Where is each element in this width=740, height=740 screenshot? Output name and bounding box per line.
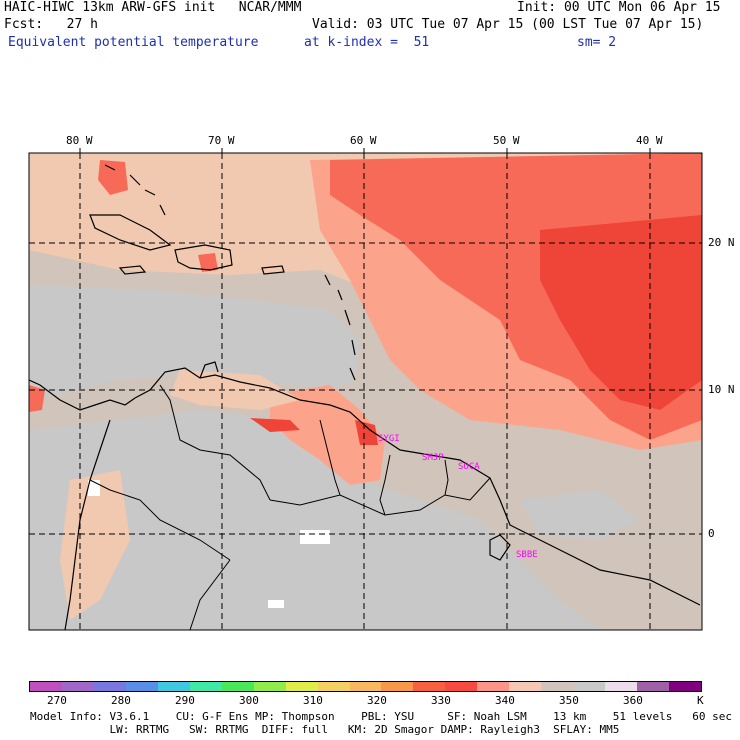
map-frame	[28, 152, 703, 631]
model-title: HAIC-HIWC 13km ARW-GFS init NCAR/MMM	[4, 0, 302, 15]
model-info-line2: LW: RRTMG SW: RRTMG DIFF: full KM: 2D Sm…	[30, 723, 620, 736]
field-white-spot	[300, 530, 330, 544]
colorbar-swatch	[317, 682, 350, 691]
lon-label: 70 W	[208, 134, 235, 147]
colorbar-swatch	[605, 682, 638, 691]
field-gray-patch-2	[520, 490, 640, 540]
colorbar-label: 300	[239, 694, 259, 707]
lat-label: 0	[708, 527, 715, 540]
colorbar-swatch	[221, 682, 254, 691]
border-peru-brazil	[189, 559, 231, 631]
forecast-hour: Fcst: 27 h	[4, 17, 98, 32]
level-label: at k-index = 51	[304, 35, 430, 50]
border-suriname-fguiana	[444, 459, 449, 496]
colorbar-label: 350	[559, 694, 579, 707]
coast-hispaniola	[174, 244, 233, 271]
country-borders	[89, 384, 491, 631]
colorbar-label: 280	[111, 694, 131, 707]
colorbar-unit: K	[697, 694, 704, 707]
coast-paraguana	[199, 361, 219, 379]
lon-label: 80 W	[66, 134, 93, 147]
field-red-cuba	[98, 160, 128, 195]
colorbar-swatch	[541, 682, 574, 691]
field-salmon-guiana	[270, 385, 385, 485]
border-venezuela-guyana	[319, 419, 341, 496]
coastlines	[28, 164, 701, 631]
border-colombia-ecuador	[89, 479, 231, 561]
colorbar-swatch	[573, 682, 606, 691]
coast-bahamas	[104, 164, 166, 216]
station-label: SOCA	[458, 462, 480, 472]
colorbar-swatch	[349, 682, 382, 691]
colorbar-swatch	[381, 682, 414, 691]
field-red-hispaniola	[198, 253, 218, 272]
field-gray-south	[29, 410, 600, 630]
colorbar-label: 290	[175, 694, 195, 707]
lat-label: 10 N	[708, 383, 735, 396]
coast-puerto-rico	[261, 265, 285, 275]
field-red-core	[540, 215, 702, 410]
field-gray-caribbean	[29, 285, 360, 400]
colorbar-swatch	[445, 682, 478, 691]
colorbar-swatch	[477, 682, 510, 691]
lat-label: 20 N	[708, 236, 735, 249]
coast-pacific	[64, 419, 111, 631]
colorbar-label: 310	[303, 694, 323, 707]
colorbar-swatch	[93, 682, 126, 691]
colorbar-swatch	[413, 682, 446, 691]
field-name: Equivalent potential temperature	[8, 35, 259, 50]
colorbar-label: 320	[367, 694, 387, 707]
colorbar-swatch	[285, 682, 318, 691]
station-label: SYGI	[378, 434, 400, 444]
model-info-line1: Model Info: V3.6.1 CU: G-F Ens MP: Thomp…	[30, 710, 732, 723]
colorbar-swatch	[637, 682, 670, 691]
init-time: Init: 00 UTC Mon 06 Apr 15	[517, 0, 721, 15]
colorbar	[29, 681, 702, 692]
colorbar-label: 360	[623, 694, 643, 707]
field-white-spot	[268, 600, 284, 608]
lat-lon-grid	[29, 153, 702, 630]
field-red-venezuela	[250, 418, 300, 432]
lon-label: 40 W	[636, 134, 663, 147]
coast-central-america	[28, 379, 136, 411]
border-brazil-north	[269, 477, 491, 516]
coast-amazon-mouth	[489, 534, 511, 561]
lon-ticks	[79, 148, 651, 153]
field-salmon-west	[60, 470, 130, 620]
coast-antilles	[324, 274, 356, 381]
coast-cuba	[89, 214, 172, 251]
field-red-west	[29, 385, 45, 412]
colorbar-label: 270	[47, 694, 67, 707]
colorbar-swatch	[189, 682, 222, 691]
colorbar-swatch	[253, 682, 286, 691]
valid-time: Valid: 03 UTC Tue 07 Apr 15 (00 LST Tue …	[312, 17, 704, 32]
border-guyana-suriname	[379, 454, 391, 516]
lon-label: 50 W	[493, 134, 520, 147]
colorbar-label: 340	[495, 694, 515, 707]
field-red-guiana	[355, 420, 378, 445]
colorbar-swatch	[509, 682, 542, 691]
colorbar-label: 330	[431, 694, 451, 707]
colorbar-swatch	[125, 682, 158, 691]
field-gray-patch	[140, 470, 300, 560]
station-label: SBBE	[516, 550, 538, 560]
colorbar-swatch	[30, 682, 62, 691]
coast-south-america-north	[134, 367, 701, 606]
colorbar-swatch	[61, 682, 94, 691]
coast-jamaica	[118, 265, 147, 275]
station-label: SMJP	[422, 453, 444, 463]
lon-label: 60 W	[350, 134, 377, 147]
border-colombia-venezuela	[159, 384, 271, 501]
colorbar-swatch	[669, 682, 702, 691]
smoothing-label: sm= 2	[577, 35, 617, 50]
colorbar-swatch	[157, 682, 190, 691]
